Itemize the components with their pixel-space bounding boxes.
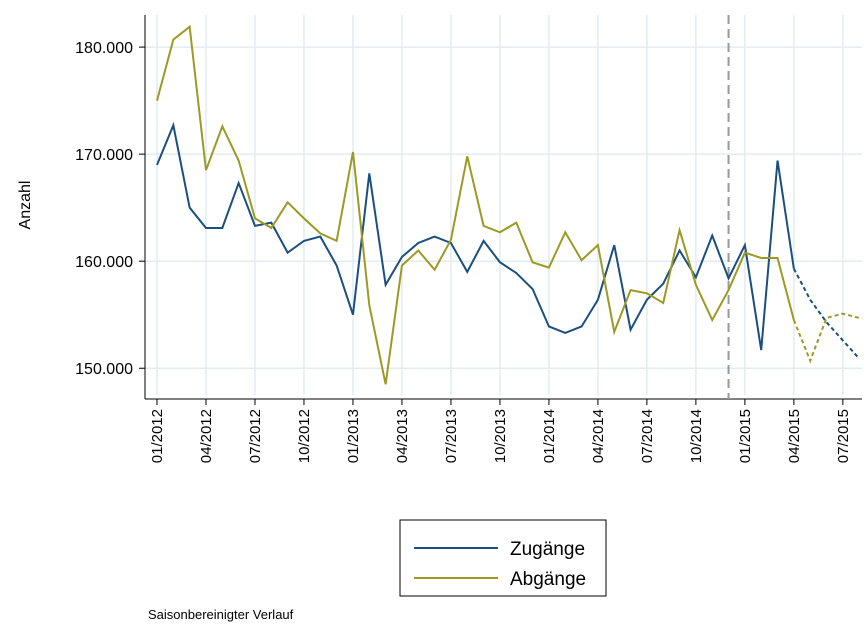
x-tick-label: 07/2013 [443,409,460,463]
x-tick-label: 01/2012 [149,409,166,463]
legend [399,519,607,597]
x-tick-label: 10/2013 [492,409,509,463]
x-tick-label: 04/2015 [786,409,803,463]
x-tick-label: 07/2014 [639,409,656,463]
x-tick-label: 01/2014 [541,409,558,463]
x-tick-label: 07/2015 [835,409,852,463]
y-axis-label: Anzahl [17,181,34,230]
x-tick-label: 01/2013 [345,409,362,463]
x-tick-label: 04/2013 [394,409,411,463]
x-tick-label: 01/2015 [737,409,754,463]
series-line [792,268,860,360]
y-tick-label: 170.000 [75,147,133,164]
y-tick-label: 160.000 [75,254,133,271]
note: Saisonbereinigter Verlauf [148,607,294,622]
x-tick-label: 04/2012 [198,409,215,463]
legend-label: Zugänge [510,539,585,560]
legend-label: Abgänge [510,569,586,590]
x-tick-label: 07/2012 [247,409,264,463]
x-tick-label: 10/2012 [296,409,313,463]
y-tick-label: 150.000 [75,361,133,378]
x-tick-label: 10/2014 [688,409,705,463]
x-tick-label: 04/2014 [590,409,607,463]
series-line [156,121,795,351]
y-tick-label: 180.000 [75,40,133,57]
series-line [792,312,860,364]
series-line [156,24,795,385]
